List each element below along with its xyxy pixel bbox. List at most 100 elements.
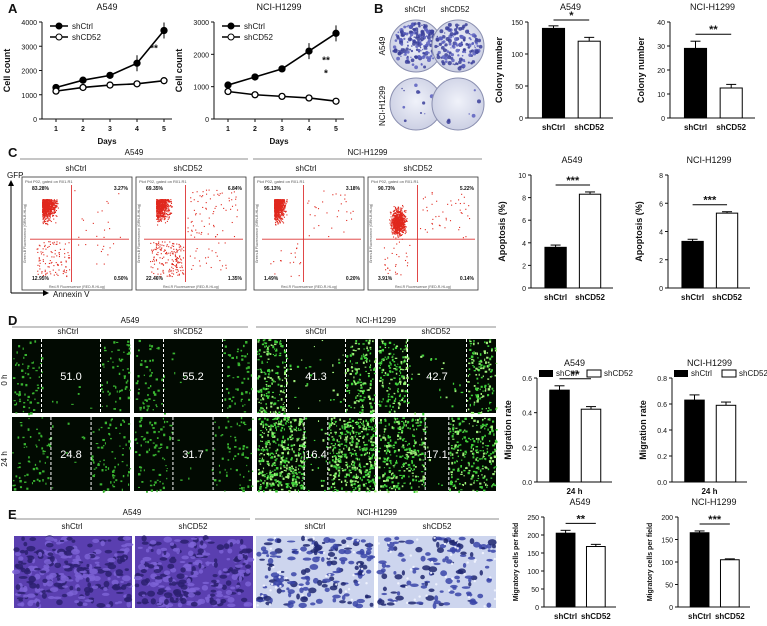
cell-signal: [276, 406, 279, 410]
quadrant-lower-left: 12.95%: [32, 276, 50, 282]
event-dot: [236, 209, 239, 211]
cell-signal: [237, 348, 239, 351]
event-dot: [43, 199, 45, 201]
event-dot: [46, 213, 48, 215]
cell-signal: [151, 372, 154, 374]
cell-signal: [137, 380, 139, 383]
cell-signal: [263, 410, 267, 413]
event-dot: [399, 213, 402, 215]
cell-signal: [261, 360, 263, 363]
cell-signal: [388, 341, 392, 344]
event-dot: [279, 216, 281, 218]
x-tick-label: 3: [108, 126, 112, 133]
flow-plot-header: Plot P02, gated on R01.R1: [257, 179, 305, 184]
colony: [403, 89, 405, 92]
cell-signal: [347, 369, 350, 371]
event-dot: [401, 218, 403, 220]
event-dot: [404, 225, 406, 227]
cell-signal: [287, 375, 289, 377]
event-dot: [276, 199, 278, 201]
colony: [405, 47, 409, 51]
cell-signal: [127, 353, 130, 355]
event-dot: [400, 215, 402, 217]
event-dot: [49, 243, 51, 246]
event-dot: [390, 221, 392, 223]
cell-signal: [362, 411, 364, 414]
colony: [395, 33, 398, 37]
event-dot: [178, 246, 180, 248]
event-dot: [162, 207, 164, 210]
cell-signal: [355, 362, 357, 364]
event-dot: [109, 247, 111, 249]
cell-signal: [262, 387, 265, 390]
event-dot: [181, 248, 183, 250]
event-dot: [159, 219, 161, 221]
cell-signal: [338, 361, 341, 364]
event-dot: [46, 202, 48, 204]
event-dot: [401, 231, 403, 233]
bar-shctrl: [681, 240, 704, 289]
event-dot: [162, 215, 164, 217]
event-dot: [165, 206, 167, 208]
event-dot: [154, 248, 156, 250]
event-dot: [169, 268, 171, 270]
cell-signal: [149, 344, 151, 347]
cell-signal: [489, 357, 492, 361]
cell-signal: [361, 386, 363, 389]
event-dot: [279, 210, 281, 212]
event-dot: [46, 205, 48, 207]
cell-signal: [384, 356, 387, 358]
x-tick-label: 4: [135, 126, 139, 133]
event-dot: [393, 221, 395, 223]
event-dot: [394, 206, 397, 208]
cell-signal: [29, 341, 32, 345]
event-dot: [395, 224, 397, 226]
colony: [468, 53, 472, 57]
cell-signal: [179, 381, 182, 384]
cell-signal: [347, 390, 350, 392]
cell-signal: [394, 397, 397, 400]
event-dot: [51, 210, 53, 212]
event-dot: [438, 215, 440, 217]
cell-signal: [476, 396, 479, 399]
x-tick-label: shCD52: [575, 293, 605, 302]
event-dot: [394, 225, 396, 227]
event-dot: [53, 203, 55, 205]
event-dot: [286, 199, 288, 201]
event-dot: [277, 209, 279, 212]
cell-signal: [135, 382, 139, 385]
event-dot: [176, 259, 178, 261]
y-axis-label: Apoptosis (%): [497, 201, 507, 262]
colony: [448, 51, 452, 55]
event-dot: [396, 222, 398, 224]
colony: [439, 29, 444, 34]
cell-signal: [407, 397, 409, 399]
colony: [404, 59, 409, 64]
cell-signal: [352, 352, 355, 356]
colony: [471, 62, 473, 65]
cell-signal: [374, 358, 377, 360]
event-dot: [182, 269, 184, 271]
cell-signal: [258, 375, 260, 378]
event-dot: [161, 241, 163, 243]
cell-signal: [109, 392, 111, 395]
cell-signal: [469, 348, 472, 352]
event-dot: [393, 210, 395, 212]
y-tick-label: 2: [522, 263, 526, 270]
event-dot: [397, 224, 399, 226]
event-dot: [173, 248, 175, 250]
cell-signal: [116, 341, 119, 343]
event-dot: [461, 193, 463, 195]
event-dot: [171, 259, 173, 261]
event-dot: [150, 242, 152, 244]
colony: [406, 41, 409, 43]
event-dot: [50, 200, 52, 202]
event-dot: [42, 214, 44, 216]
event-dot: [163, 217, 165, 219]
cell-signal: [344, 371, 347, 375]
event-dot: [281, 203, 283, 205]
cell-signal: [276, 365, 279, 367]
cell-signal: [267, 376, 270, 379]
event-dot: [170, 201, 172, 203]
event-dot: [401, 228, 403, 230]
